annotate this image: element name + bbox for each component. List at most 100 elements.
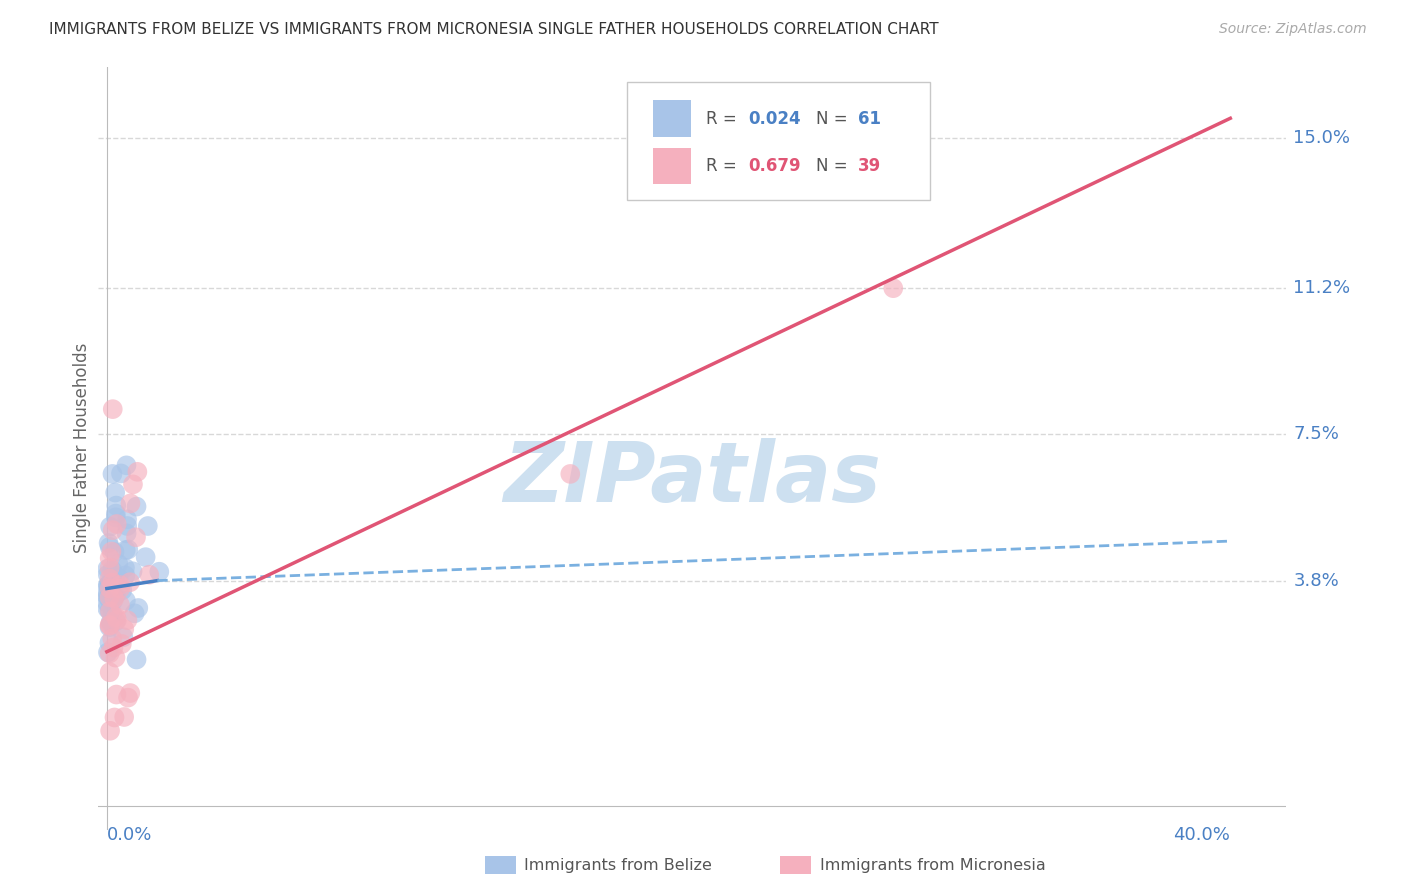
Point: [98, 723, 121, 738]
Point: [124, 607, 146, 621]
Point: [127, 465, 149, 479]
Point: [125, 530, 148, 544]
Point: [103, 589, 125, 603]
Point: [117, 690, 139, 705]
Point: [115, 593, 138, 607]
Text: 11.2%: 11.2%: [1294, 279, 1351, 297]
Point: [108, 578, 131, 592]
Point: [97, 578, 120, 592]
Point: [136, 519, 159, 533]
Point: [120, 686, 142, 700]
Point: [98, 551, 121, 566]
Point: [114, 561, 136, 575]
Point: [108, 582, 131, 596]
Point: [122, 477, 145, 491]
Text: 0.679: 0.679: [748, 157, 801, 175]
Point: [96, 596, 118, 610]
Point: [101, 574, 124, 588]
Point: [105, 688, 128, 702]
Point: [105, 613, 128, 627]
Point: [115, 526, 138, 541]
Point: [118, 575, 141, 590]
Point: [104, 614, 127, 628]
Point: [98, 618, 121, 632]
Text: ZIPatlas: ZIPatlas: [503, 438, 882, 519]
Point: [98, 578, 121, 592]
Point: [882, 281, 904, 295]
Text: R =: R =: [706, 110, 741, 128]
Point: [108, 598, 131, 612]
Point: [98, 665, 121, 680]
Point: [103, 590, 125, 604]
Point: [125, 500, 148, 514]
Point: [112, 630, 135, 644]
Point: [104, 588, 127, 602]
Point: [98, 519, 121, 533]
Point: [97, 567, 120, 582]
Point: [103, 579, 125, 593]
Point: [560, 467, 582, 481]
Point: [103, 710, 125, 724]
Point: [98, 572, 121, 586]
Point: [97, 591, 120, 605]
Point: [98, 603, 121, 617]
Point: [98, 636, 121, 650]
Point: [117, 613, 139, 627]
Point: [120, 496, 142, 510]
Point: [104, 569, 127, 583]
Point: [98, 560, 121, 574]
Point: [96, 585, 118, 599]
Point: [97, 578, 120, 592]
Point: [138, 567, 160, 582]
Text: 61: 61: [858, 110, 880, 128]
Point: [96, 562, 118, 576]
Point: [105, 610, 128, 624]
Point: [98, 620, 121, 634]
Point: [111, 637, 134, 651]
Point: [101, 607, 124, 621]
Point: [125, 652, 148, 666]
Point: [117, 542, 139, 557]
Point: [101, 594, 124, 608]
Point: [148, 565, 170, 579]
Point: [103, 545, 125, 559]
Text: 0.024: 0.024: [748, 110, 801, 128]
FancyBboxPatch shape: [627, 82, 931, 201]
Point: [103, 574, 125, 588]
Point: [98, 618, 121, 632]
Point: [98, 582, 121, 596]
Point: [107, 557, 129, 571]
Point: [98, 604, 121, 618]
Text: Source: ZipAtlas.com: Source: ZipAtlas.com: [1219, 22, 1367, 37]
Point: [105, 499, 128, 513]
Point: [100, 616, 122, 631]
Point: [97, 536, 120, 550]
Point: [107, 571, 129, 585]
Point: [100, 615, 122, 629]
Point: [96, 601, 118, 615]
Point: [112, 622, 135, 636]
Point: [103, 591, 125, 606]
Point: [114, 568, 136, 582]
Point: [111, 583, 134, 598]
Point: [101, 563, 124, 577]
Point: [98, 576, 121, 591]
Point: [110, 467, 132, 481]
Point: [100, 544, 122, 558]
Point: [101, 523, 124, 537]
Point: [101, 632, 124, 646]
Point: [98, 591, 121, 605]
Point: [127, 601, 149, 615]
Text: 15.0%: 15.0%: [1294, 129, 1350, 147]
Point: [98, 647, 121, 661]
FancyBboxPatch shape: [654, 101, 692, 137]
Point: [112, 710, 135, 724]
Point: [117, 519, 139, 533]
Point: [101, 591, 124, 605]
Text: Immigrants from Belize: Immigrants from Belize: [524, 858, 713, 872]
Y-axis label: Single Father Households: Single Father Households: [73, 343, 91, 553]
Text: 3.8%: 3.8%: [1294, 572, 1339, 590]
Point: [114, 543, 136, 558]
Point: [101, 402, 124, 417]
Text: 40.0%: 40.0%: [1174, 826, 1230, 844]
